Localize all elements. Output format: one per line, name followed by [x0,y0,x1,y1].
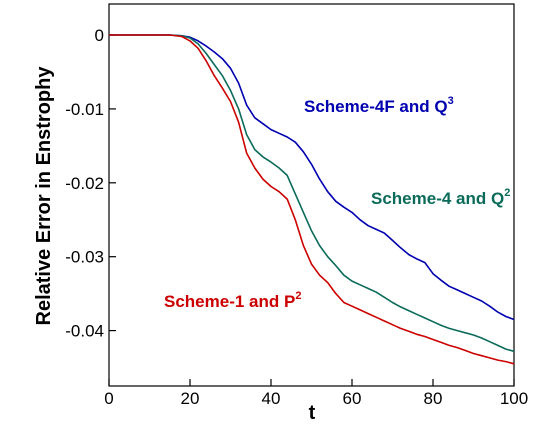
label-scheme-4f-text: Scheme-4F and Q [304,97,448,116]
label-scheme-4f: Scheme-4F and Q3 [304,95,454,116]
label-scheme-1-sup: 2 [295,290,301,302]
x-axis-title: t [309,402,316,424]
y-tick-label--0.02: -0.02 [65,174,104,193]
y-axis-title: Relative Error in Enstrophy [33,66,55,326]
x-axis: 0 20 40 60 80 100 [104,379,528,408]
y-tick-label--0.04: -0.04 [65,322,104,341]
y-axis: 0 -0.01 -0.02 -0.03 -0.04 [65,26,116,341]
series-line-scheme-4f [109,34,515,321]
x-tick-label-80: 80 [424,389,443,408]
label-scheme-4: Scheme-4 and Q2 [371,187,510,208]
series-line-scheme-1 [109,34,515,365]
label-scheme-4-sup: 2 [504,187,510,199]
x-tick-label-60: 60 [343,389,362,408]
x-tick-label-100: 100 [500,389,528,408]
series-lines [109,34,515,365]
x-tick-label-40: 40 [262,389,281,408]
label-scheme-4f-sup: 3 [448,95,454,107]
label-scheme-1-text: Scheme-1 and P [164,292,295,311]
label-scheme-4-text: Scheme-4 and Q [371,189,504,208]
series-line-scheme-4 [109,34,515,353]
y-tick-label--0.03: -0.03 [65,248,104,267]
plot-frame [108,3,515,387]
label-scheme-1: Scheme-1 and P2 [164,290,301,311]
y-tick-label--0.01: -0.01 [65,100,104,119]
x-tick-label-20: 20 [181,389,200,408]
y-tick-label-0: 0 [95,26,104,45]
x-tick-label-0: 0 [104,389,113,408]
